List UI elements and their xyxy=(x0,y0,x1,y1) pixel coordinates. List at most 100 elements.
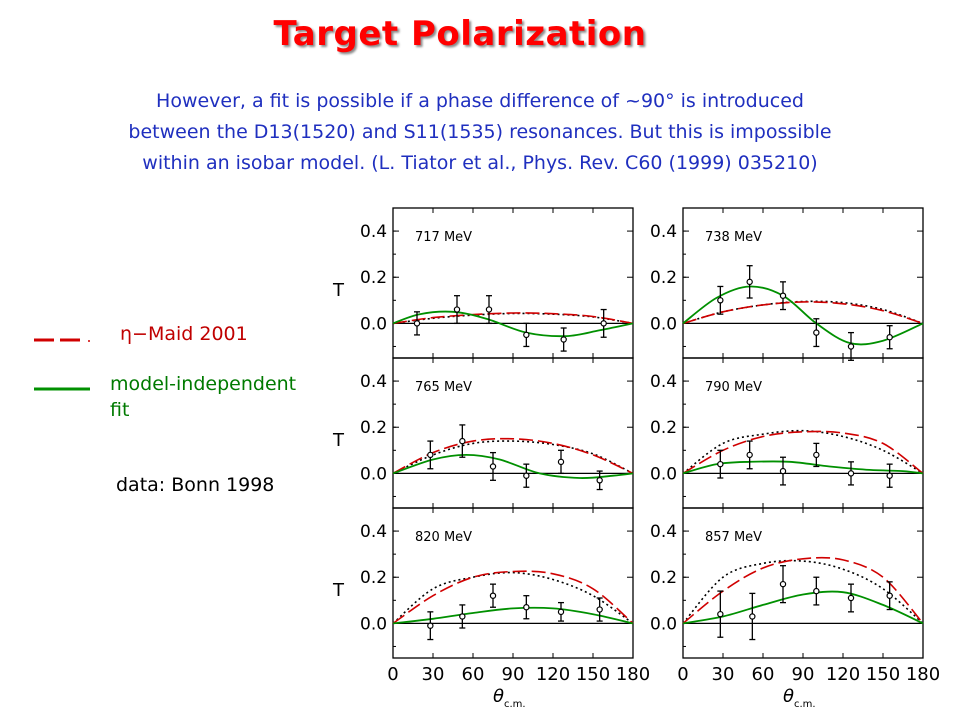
x-tick-label: 90 xyxy=(502,664,525,685)
data-point xyxy=(523,472,530,479)
legend-maid-label: η−Maid 2001 xyxy=(120,323,248,345)
maid-dotted-curve xyxy=(392,312,634,325)
y-tick-label: 0.2 xyxy=(360,268,387,288)
y-tick-label: 0.4 xyxy=(360,372,387,392)
data-point xyxy=(886,334,893,341)
data-point xyxy=(813,587,820,595)
x-tick-label: 0 xyxy=(677,664,688,685)
maid-dotted-curve xyxy=(392,571,634,625)
data-source-label: data: Bonn 1998 xyxy=(116,474,275,496)
y-tick-label: 0.0 xyxy=(360,464,387,484)
y-tick-label: 0.4 xyxy=(650,522,677,542)
data-point xyxy=(813,329,820,336)
maid-2001-curve xyxy=(682,430,924,475)
data-point xyxy=(557,608,565,616)
y-tick-label: 0.0 xyxy=(360,314,387,334)
maid-2001-curve xyxy=(682,301,924,325)
subtitle: However, a fit is possible if a phase di… xyxy=(40,86,920,179)
data-point xyxy=(489,592,497,599)
data-point xyxy=(453,306,461,313)
panel-energy-label: 857 MeV xyxy=(705,530,762,545)
maid-2001-curve xyxy=(392,437,634,475)
maid-dotted-curve xyxy=(392,440,634,475)
y-tick-label: 0.2 xyxy=(360,568,387,588)
maid-dotted-curve xyxy=(682,559,924,625)
data-point xyxy=(847,343,855,350)
legend-fit-line-1: model-independent xyxy=(110,373,297,395)
legend-maid-dot xyxy=(88,340,90,342)
y-tick-label: 0.2 xyxy=(650,418,677,438)
data-point xyxy=(489,463,497,470)
y-tick-label: 0.0 xyxy=(650,464,677,484)
data-point xyxy=(779,580,787,588)
data-point xyxy=(523,604,530,611)
y-axis-label: T xyxy=(332,430,345,451)
data-point xyxy=(485,306,493,313)
x-tick-label: 120 xyxy=(826,664,860,685)
legend-fit-line-2: fit xyxy=(110,399,130,421)
legend-fit-label: model-independent fit xyxy=(110,371,340,423)
y-tick-label: 0.0 xyxy=(360,614,387,634)
y-tick-label: 0.4 xyxy=(360,222,387,242)
data-point xyxy=(886,592,893,599)
y-tick-label: 0.0 xyxy=(650,614,677,634)
y-tick-label: 0.2 xyxy=(650,268,677,288)
data-point xyxy=(746,451,753,459)
data-point xyxy=(557,458,565,466)
y-tick-label: 0.2 xyxy=(360,418,387,438)
data-point xyxy=(847,470,855,477)
x-axis-label-subscript: c.m. xyxy=(504,699,526,710)
data-point xyxy=(779,292,787,299)
panel-energy-label: 820 MeV xyxy=(415,530,472,545)
data-point xyxy=(847,594,855,602)
data-point xyxy=(886,472,893,479)
data-point xyxy=(413,320,421,327)
data-point xyxy=(600,320,607,327)
model-independent-fit-curve xyxy=(392,453,634,479)
maid-2001-curve xyxy=(392,312,634,325)
data-point xyxy=(749,613,756,620)
x-tick-label: 120 xyxy=(536,664,570,685)
model-independent-fit-curve xyxy=(392,310,634,338)
legend-swatches xyxy=(34,338,90,391)
subtitle-line: within an isobar model. (L. Tiator et al… xyxy=(142,152,818,174)
panel-energy-label: 738 MeV xyxy=(705,230,762,245)
data-point xyxy=(596,606,603,613)
data-point xyxy=(427,451,434,459)
model-independent-fit-curve xyxy=(392,606,634,625)
data-point xyxy=(560,336,567,343)
y-tick-label: 0.4 xyxy=(650,222,677,242)
maid-2001-curve xyxy=(392,570,634,625)
data-point xyxy=(717,610,724,618)
x-tick-label: 30 xyxy=(712,664,735,685)
data-point xyxy=(717,460,724,468)
data-point xyxy=(813,451,820,459)
x-axis-label: θ xyxy=(783,686,794,707)
data-point xyxy=(717,297,724,304)
panel-energy-label: 717 MeV xyxy=(415,230,472,245)
data-point xyxy=(427,622,434,629)
x-tick-label: 60 xyxy=(462,664,485,685)
y-axis-label: T xyxy=(332,280,345,301)
x-axis-label-subscript: c.m. xyxy=(794,699,816,710)
panel-energy-label: 790 MeV xyxy=(705,380,762,395)
y-axis-label: T xyxy=(332,580,345,601)
x-tick-label: 150 xyxy=(866,664,900,685)
x-axis-label: θ xyxy=(493,686,504,707)
x-tick-label: 90 xyxy=(792,664,815,685)
page-title: Target Polarization xyxy=(273,14,647,54)
y-tick-label: 0.2 xyxy=(650,568,677,588)
panel-energy-label: 765 MeV xyxy=(415,380,472,395)
subtitle-line: between the D13(1520) and S11(1535) reso… xyxy=(128,121,832,143)
y-tick-label: 0.4 xyxy=(360,522,387,542)
x-tick-label: 30 xyxy=(422,664,445,685)
data-point xyxy=(779,467,787,475)
data-point xyxy=(523,331,530,339)
data-point xyxy=(746,278,753,286)
y-tick-label: 0.4 xyxy=(650,372,677,392)
x-tick-label: 180 xyxy=(906,664,940,685)
y-tick-label: 0.0 xyxy=(650,314,677,334)
x-tick-label: 0 xyxy=(387,664,398,685)
maid-dotted-curve xyxy=(682,429,924,475)
